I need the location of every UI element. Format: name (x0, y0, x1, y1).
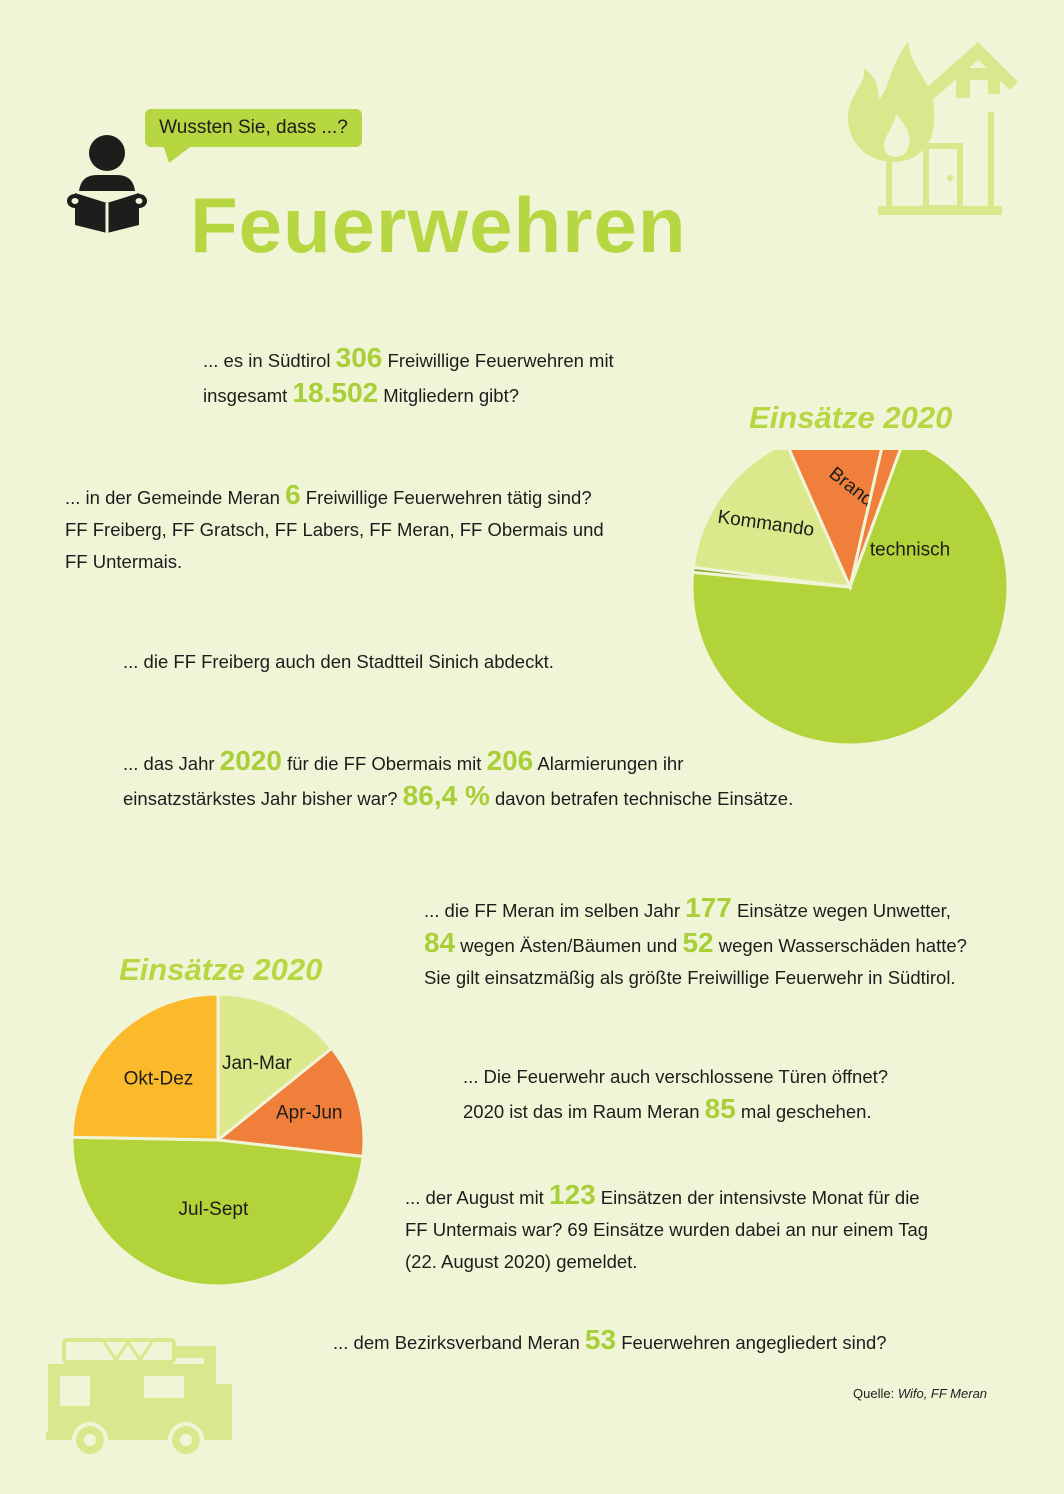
fact-4: ... das Jahr 2020 für die FF Obermais mi… (123, 745, 794, 811)
fact-2: ... in der Gemeinde Meran 6 Freiwillige … (65, 479, 604, 572)
reader-icon (67, 135, 147, 233)
pie-label-technisch: technisch (870, 539, 950, 560)
fact-3: ... die FF Freiberg auch den Stadtteil S… (123, 651, 554, 672)
speech-bubble: Wussten Sie, dass ...? (145, 109, 362, 147)
pie-slice-brand (787, 450, 883, 592)
fact-5: ... die FF Meran im selben Jahr 177 Eins… (424, 892, 967, 988)
pie-slice-jan-mar (216, 992, 334, 1144)
fact-8: ... dem Bezirksverband Meran 53 Feuerweh… (333, 1324, 887, 1355)
pie-slice-kommando (691, 450, 853, 589)
speech-bubble-tail (163, 145, 193, 163)
fact-6: ... Die Feuerwehr auch verschlossene Tür… (463, 1066, 889, 1124)
fire-truck-icon (46, 1338, 232, 1458)
pie-label-jul-sept: Jul-Sept (179, 1199, 249, 1220)
house-fire-icon (848, 42, 1018, 215)
pie-slice-technisch (690, 450, 1010, 747)
fact-7: ... der August mit 123 Einsätzen der int… (405, 1179, 929, 1272)
fact-1: ... es in Südtirol 306 Freiwillige Feuer… (203, 342, 614, 408)
source-note: Quelle: Wifo, FF Meran (853, 1386, 988, 1401)
pie-label-jan-mar: Jan-Mar (222, 1053, 292, 1074)
pie-slice-jul-sept (70, 1135, 365, 1288)
pie-chart-einsaetze-quarter: Jan-Mar Apr-Jun Jul-Sept Okt-Dez (70, 992, 366, 1288)
page-title: Feuerwehren (190, 181, 687, 269)
pie-label-okt-dez: Okt-Dez (124, 1068, 194, 1089)
chart-2-title: Einsätze 2020 (119, 952, 323, 987)
chart-1-title: Einsätze 2020 (749, 400, 953, 435)
pie-label-apr-jun: Apr-Jun (276, 1103, 343, 1124)
pie-slice-minor-4 (848, 450, 902, 588)
pie-slice-okt-dez (70, 992, 220, 1142)
pie-slice-apr-jun (214, 1046, 366, 1159)
